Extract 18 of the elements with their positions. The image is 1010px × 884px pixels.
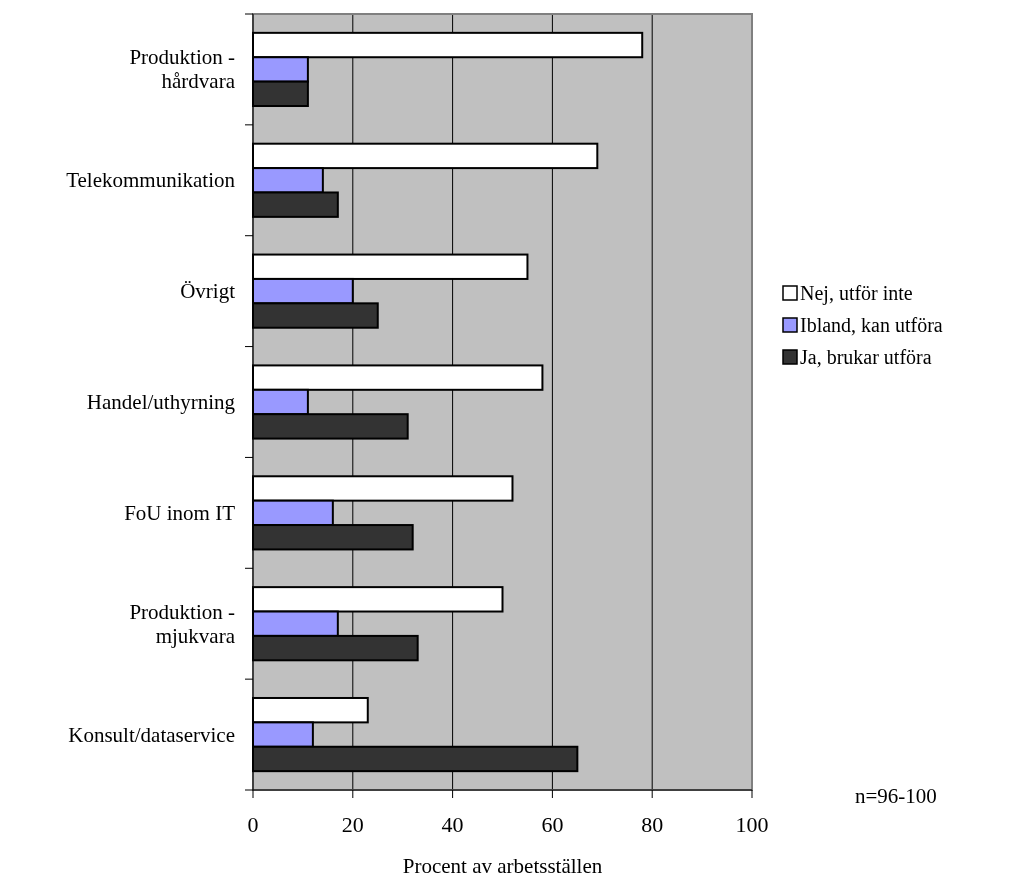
x-tick-label: 0 (247, 812, 259, 837)
x-tick-label: 40 (441, 812, 464, 837)
x-tick-label: 100 (735, 812, 769, 837)
legend-label: Ja, brukar utföra (800, 346, 932, 368)
text: n=96-100 (855, 784, 937, 808)
legend-label: Nej, utför inte (800, 282, 913, 305)
legend-label: Ibland, kan utföra (800, 314, 943, 336)
x-tick-label: 20 (341, 812, 364, 837)
y-tick-label: FoU inom IT (124, 500, 236, 525)
y-tick-label: Övrigt (180, 279, 236, 304)
x-axis-title: Procent av arbetsställen (402, 854, 603, 878)
y-tick-label: Produktion - mjukvara (129, 599, 236, 648)
y-tick-label: Konsult/dataservice (68, 722, 235, 747)
y-tick-label: Telekommunikation (66, 168, 236, 193)
y-tick-label: Handel/uthyrning (86, 390, 236, 414)
x-tick-label: 60 (541, 812, 564, 837)
y-tick-label: Produktion - hårdvara (129, 45, 236, 94)
x-tick-label: 80 (641, 812, 664, 837)
